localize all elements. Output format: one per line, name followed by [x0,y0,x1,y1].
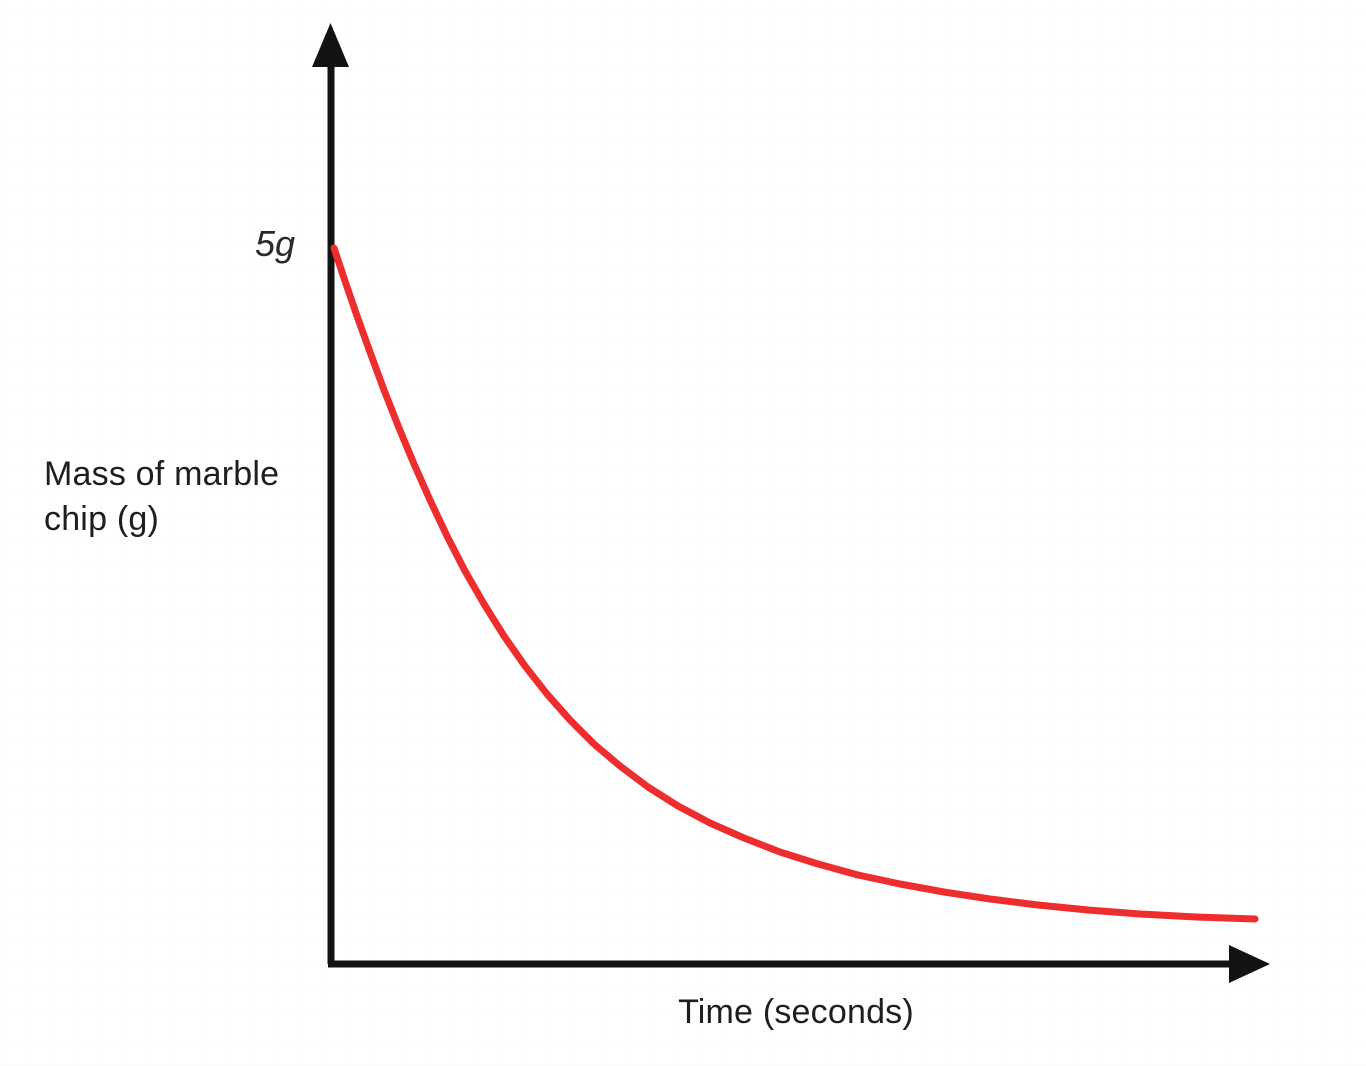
y-axis-title: Mass of marble chip (g) [44,452,324,542]
decay-curve [330,244,1259,923]
y-start-value-label: 5g [254,223,295,264]
x-axis-title: Time (seconds) [678,993,914,1031]
y-axis-title-line2: chip (g) [44,500,159,538]
y-axis-arrowhead-icon [312,23,349,67]
x-axis-arrowhead-icon [1229,945,1270,983]
y-axis-title-line1: Mass of marble [44,455,280,493]
